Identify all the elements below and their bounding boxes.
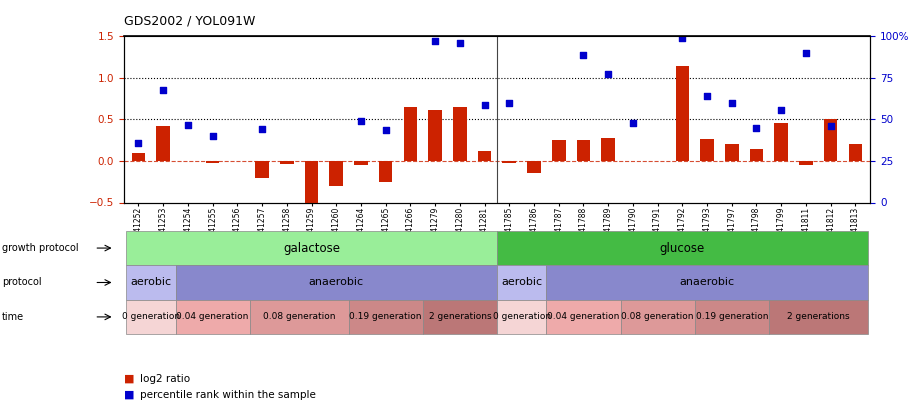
Text: 0.19 generation: 0.19 generation: [695, 312, 768, 322]
Bar: [799, 161, 812, 165]
Bar: [546, 300, 620, 334]
Point: [502, 100, 517, 106]
Point: [675, 35, 690, 41]
Bar: [749, 149, 763, 161]
Point: [180, 122, 195, 128]
Bar: [496, 231, 867, 265]
Point: [428, 37, 442, 44]
Text: GDS2002 / YOL091W: GDS2002 / YOL091W: [124, 14, 255, 27]
Point: [823, 123, 838, 129]
Bar: [774, 123, 788, 161]
Bar: [694, 300, 769, 334]
Bar: [848, 145, 862, 161]
Bar: [250, 300, 349, 334]
Point: [477, 101, 492, 108]
Text: ■: ■: [124, 374, 134, 384]
Point: [576, 51, 591, 58]
Bar: [429, 109, 442, 161]
Bar: [176, 265, 496, 300]
Point: [601, 70, 616, 77]
Text: aerobic: aerobic: [501, 277, 542, 288]
Point: [725, 100, 739, 106]
Bar: [132, 153, 146, 161]
Point: [749, 125, 764, 131]
Bar: [157, 126, 170, 161]
Bar: [379, 161, 392, 182]
Text: 0.19 generation: 0.19 generation: [349, 312, 422, 322]
Text: 0.04 generation: 0.04 generation: [177, 312, 249, 322]
Bar: [496, 300, 546, 334]
Bar: [546, 265, 867, 300]
Bar: [330, 161, 344, 186]
Bar: [675, 66, 689, 161]
Text: growth protocol: growth protocol: [2, 243, 79, 253]
Point: [700, 93, 714, 100]
Text: 0.08 generation: 0.08 generation: [621, 312, 693, 322]
Text: glucose: glucose: [660, 241, 705, 255]
Text: 2 generations: 2 generations: [429, 312, 491, 322]
Bar: [823, 119, 837, 161]
Bar: [725, 145, 738, 161]
Bar: [280, 161, 294, 164]
Text: 0 generation: 0 generation: [493, 312, 551, 322]
Bar: [700, 139, 714, 161]
Bar: [423, 300, 496, 334]
Bar: [552, 140, 565, 161]
Bar: [349, 300, 423, 334]
Bar: [602, 138, 615, 161]
Point: [205, 133, 220, 139]
Text: time: time: [2, 312, 24, 322]
Text: 0 generation: 0 generation: [122, 312, 180, 322]
Text: galactose: galactose: [283, 241, 340, 255]
Bar: [176, 300, 250, 334]
Point: [453, 40, 467, 46]
Text: 2 generations: 2 generations: [787, 312, 850, 322]
Point: [774, 106, 789, 113]
Text: percentile rank within the sample: percentile rank within the sample: [140, 390, 316, 400]
Text: 0.08 generation: 0.08 generation: [263, 312, 335, 322]
Bar: [620, 300, 694, 334]
Bar: [305, 161, 319, 207]
Point: [131, 139, 146, 146]
Point: [378, 127, 393, 134]
Bar: [126, 300, 176, 334]
Bar: [769, 300, 867, 334]
Bar: [354, 161, 367, 165]
Bar: [478, 151, 491, 161]
Bar: [528, 161, 540, 173]
Bar: [496, 265, 546, 300]
Point: [354, 118, 368, 124]
Text: aerobic: aerobic: [130, 277, 171, 288]
Text: 0.04 generation: 0.04 generation: [547, 312, 619, 322]
Text: protocol: protocol: [2, 277, 41, 288]
Bar: [577, 140, 590, 161]
Bar: [256, 161, 269, 177]
Point: [156, 87, 170, 94]
Point: [799, 50, 813, 56]
Bar: [404, 107, 417, 161]
Point: [626, 119, 640, 126]
Text: anaerobic: anaerobic: [680, 277, 735, 288]
Bar: [126, 265, 176, 300]
Text: ■: ■: [124, 390, 134, 400]
Text: anaerobic: anaerobic: [309, 277, 364, 288]
Bar: [503, 161, 516, 163]
Bar: [453, 107, 466, 161]
Bar: [126, 231, 496, 265]
Point: [255, 126, 269, 133]
Bar: [206, 161, 220, 163]
Text: log2 ratio: log2 ratio: [140, 374, 191, 384]
